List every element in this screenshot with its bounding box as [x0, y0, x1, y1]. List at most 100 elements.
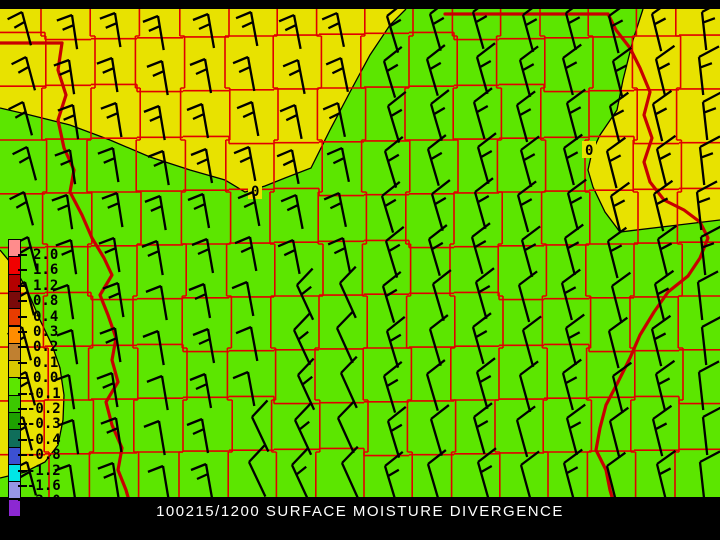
- wind-barb: [385, 9, 406, 53]
- wind-barb: [237, 190, 261, 227]
- wind-barb: [386, 406, 407, 458]
- wind-barb: [52, 283, 75, 320]
- wind-barb: [471, 9, 492, 50]
- wind-barb: [190, 147, 214, 184]
- wind-barb: [430, 179, 451, 232]
- wind-barb: [235, 325, 259, 362]
- wind-barb: [470, 222, 491, 275]
- positive-divergence-region-east: [588, 9, 720, 232]
- wind-barb: [99, 326, 122, 363]
- wind-barb-field: [7, 9, 720, 497]
- wind-barb: [8, 100, 34, 136]
- wind-barb: [521, 315, 542, 368]
- wind-barb: [655, 449, 677, 497]
- wind-barb: [276, 148, 300, 185]
- wind-barb: [100, 416, 123, 453]
- wind-barb: [189, 57, 213, 94]
- wind-barb: [98, 236, 121, 273]
- wind-barb: [338, 265, 357, 319]
- wind-barb: [296, 357, 316, 411]
- wind-barb: [429, 89, 450, 142]
- wind-barb: [563, 223, 584, 276]
- wind-barb: [327, 236, 352, 273]
- wind-barb: [611, 46, 633, 99]
- wind-barb: [147, 149, 170, 186]
- wind-barb: [431, 269, 452, 322]
- wind-barb: [697, 360, 720, 411]
- wind-barb: [277, 238, 301, 275]
- wind-barb: [187, 192, 211, 229]
- wind-barb: [192, 327, 216, 364]
- wind-barb: [426, 449, 447, 497]
- wind-barb: [282, 58, 306, 95]
- wind-barb: [293, 402, 313, 456]
- wind-barb: [54, 148, 77, 185]
- wind-barb: [381, 271, 402, 323]
- wind-barb: [232, 55, 256, 92]
- wind-barb: [428, 9, 449, 52]
- wind-barb: [697, 45, 720, 96]
- contour-label-mask: [248, 182, 262, 199]
- wind-barb: [335, 310, 354, 364]
- wind-barb: [279, 103, 303, 140]
- wind-barb: [606, 226, 628, 279]
- wind-barb: [141, 239, 164, 276]
- wind-barb: [650, 314, 672, 367]
- wind-barb: [290, 447, 310, 497]
- wind-barb: [472, 402, 493, 455]
- wind-barb: [96, 371, 119, 408]
- county-lines-vertical: [40, 9, 684, 497]
- wind-barb: [97, 461, 120, 497]
- zero-contour-label: 0: [585, 143, 593, 159]
- wind-barb: [653, 269, 675, 322]
- wind-barb: [326, 146, 351, 183]
- wind-barb: [278, 13, 302, 50]
- wind-barb: [516, 180, 537, 233]
- wind-barb: [700, 9, 720, 51]
- wind-barb: [247, 444, 267, 497]
- wind-barb: [698, 135, 720, 186]
- wind-barb: [380, 181, 401, 233]
- wind-barb: [426, 134, 447, 187]
- wind-barb: [383, 451, 404, 497]
- wind-barb: [607, 9, 629, 54]
- wind-barb: [54, 463, 77, 497]
- wind-barb: [321, 11, 346, 48]
- wind-barb: [698, 450, 720, 497]
- wind-barb: [515, 90, 536, 143]
- wind-barb: [99, 11, 122, 48]
- wind-barb: [605, 136, 627, 189]
- wind-barb: [610, 271, 632, 324]
- wind-barb: [147, 464, 170, 497]
- wind-barb: [231, 280, 255, 317]
- wind-barb: [322, 101, 347, 138]
- wind-barb: [11, 55, 37, 91]
- wind-barb: [56, 328, 79, 365]
- state-border-west_river: [56, 41, 130, 497]
- wind-barb: [652, 179, 674, 232]
- wind-barb: [57, 418, 80, 455]
- contour-label-mask: [582, 141, 596, 158]
- wind-barb: [695, 180, 718, 231]
- wind-barb: [146, 59, 169, 96]
- wind-barb: [605, 451, 627, 497]
- wind-barb: [100, 101, 123, 138]
- wind-barb: [143, 104, 166, 141]
- map-title: 100215/1200 SURFACE MOISTURE DIVERGENCE: [156, 503, 564, 520]
- wind-barb: [336, 400, 355, 454]
- wind-barb: [656, 224, 678, 277]
- wind-barb: [188, 282, 212, 319]
- wind-barb: [560, 268, 581, 321]
- wind-barb: [234, 235, 258, 272]
- wind-barb: [564, 313, 585, 366]
- wind-barb: [564, 9, 585, 51]
- wind-barb: [562, 448, 583, 497]
- wind-barb: [476, 132, 497, 185]
- wind-barb: [562, 133, 583, 186]
- zero-contour-line: [587, 9, 720, 233]
- wind-barb: [561, 43, 582, 96]
- wind-barb: [53, 373, 76, 410]
- positive-divergence-region-northwest: [0, 9, 406, 192]
